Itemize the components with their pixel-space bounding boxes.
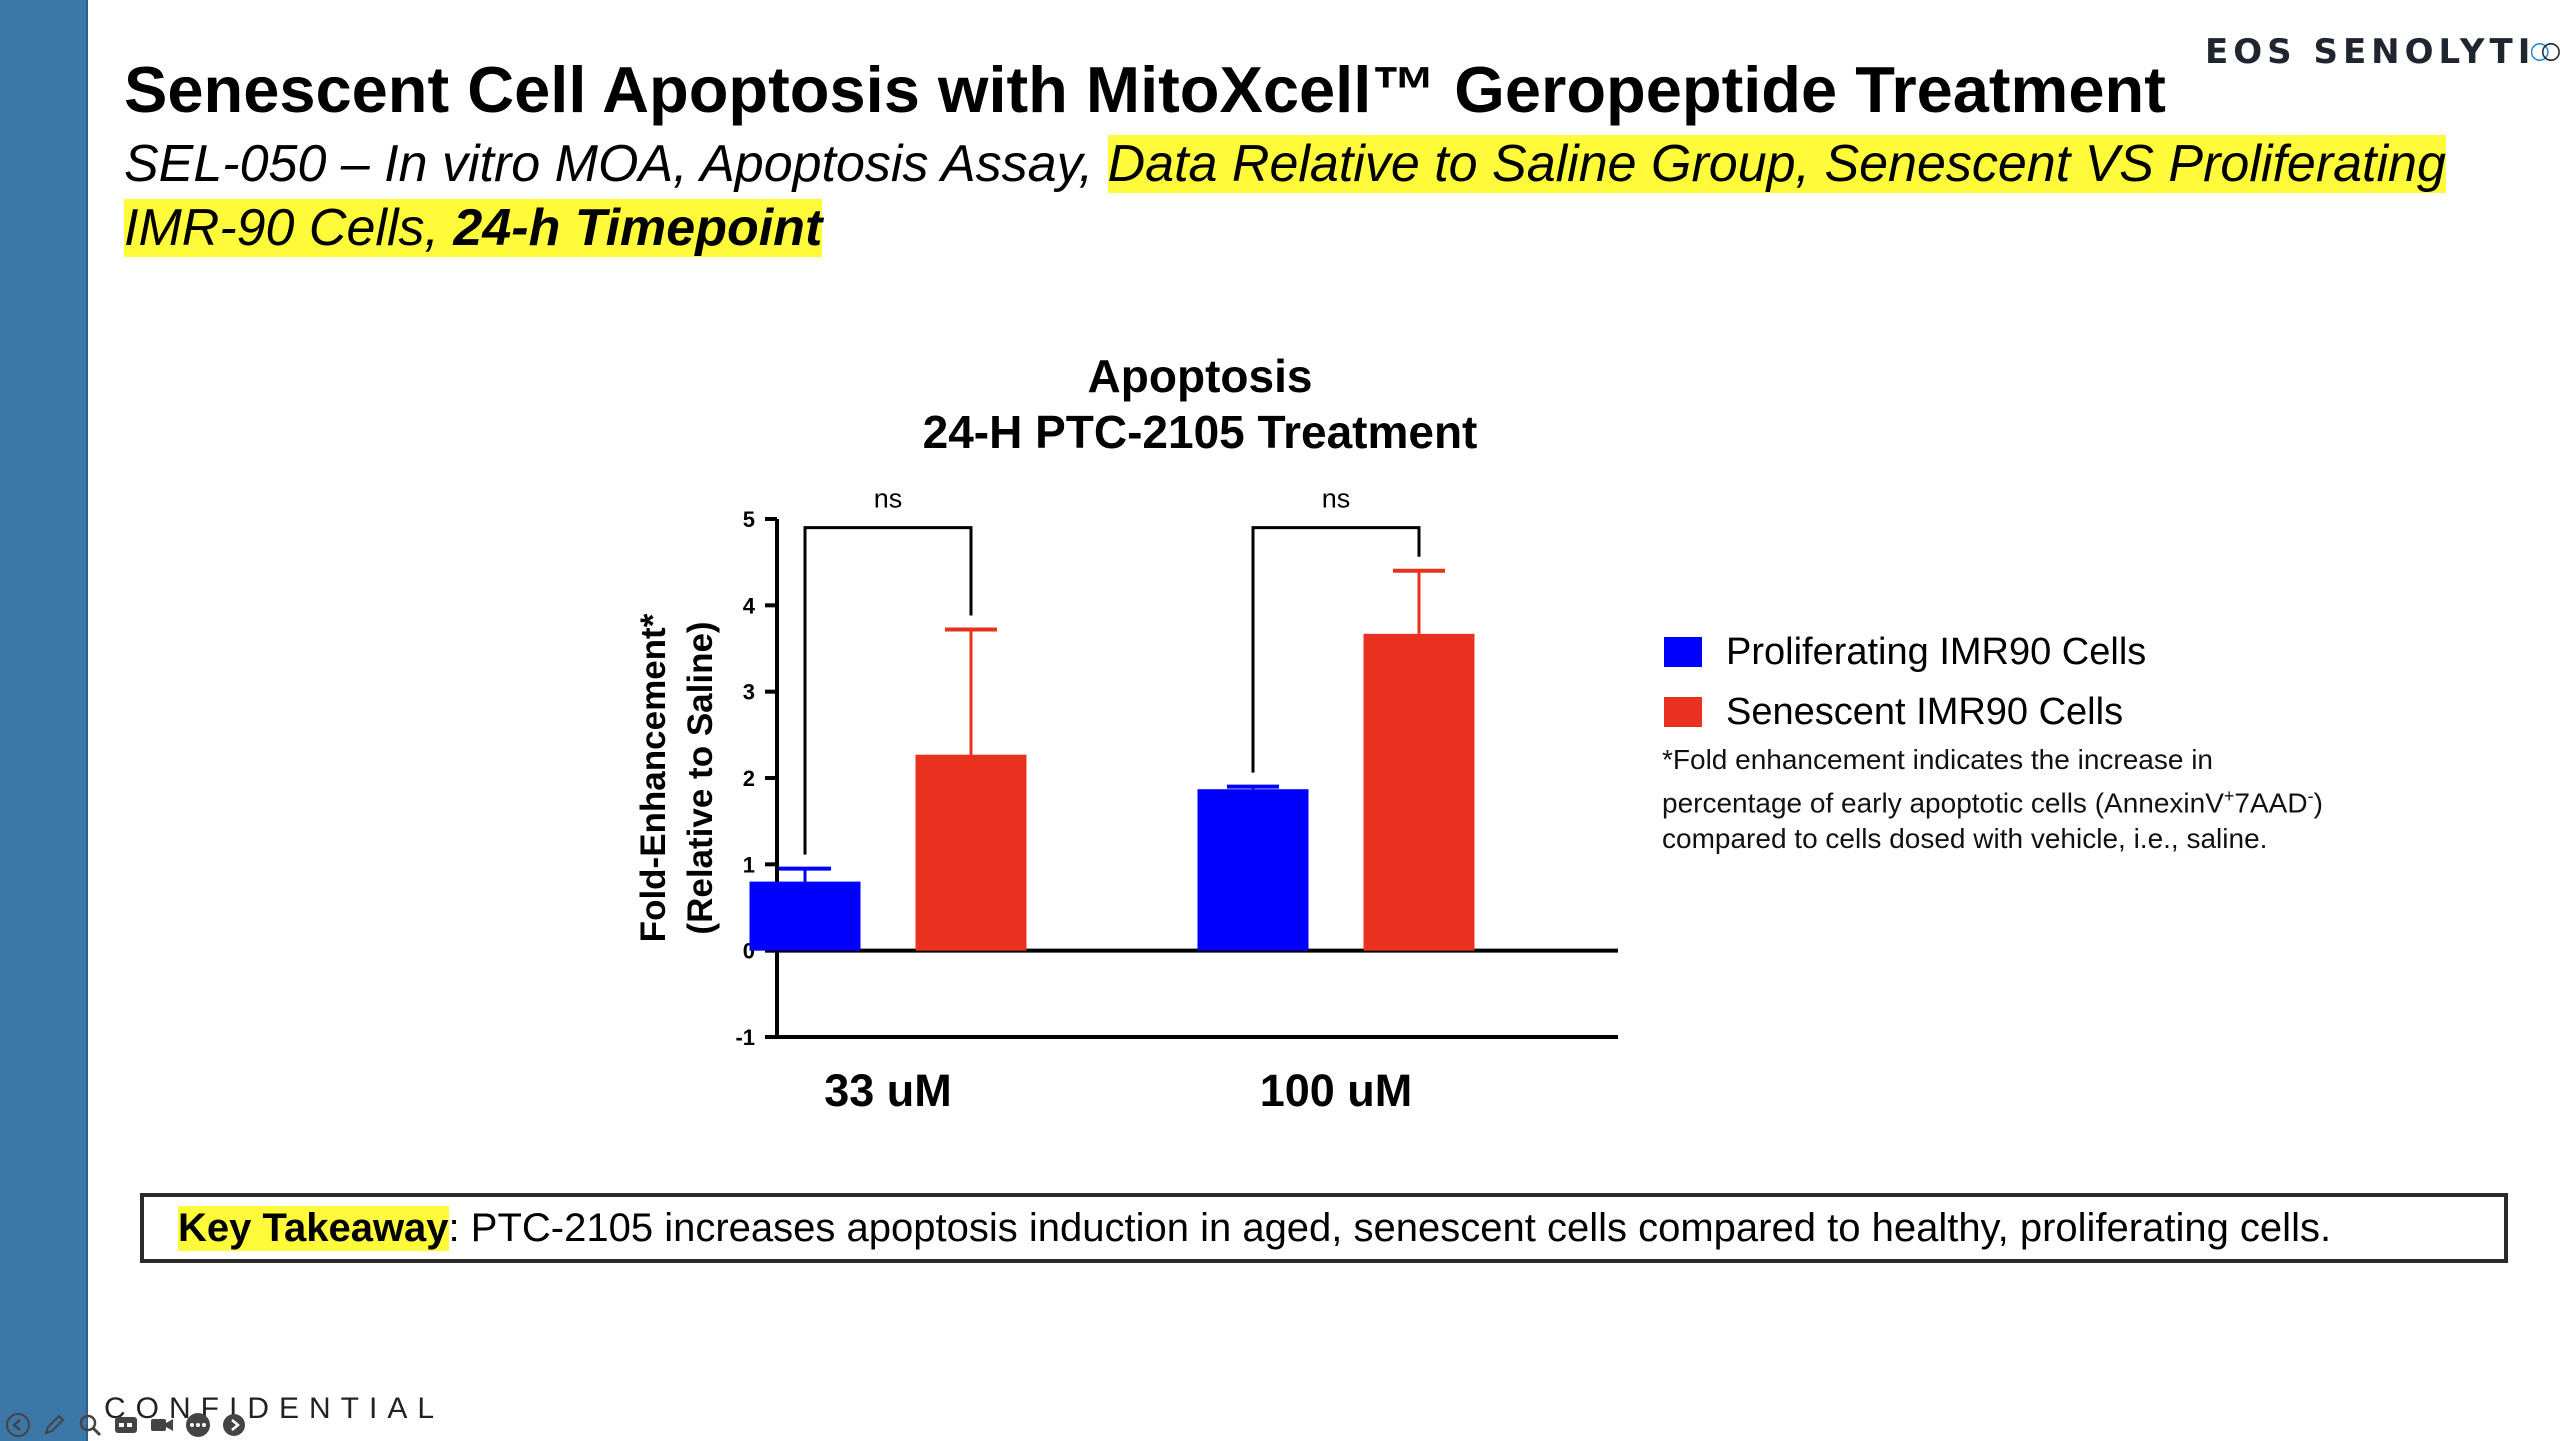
subtitle-timepoint: 24-h Timepoint [453,199,823,257]
footnote-line-2a: percentage of early apoptotic cells (Ann… [1662,787,2224,819]
y-tick-label: 3 [743,680,755,705]
footnote-line-3: compared to cells dosed with vehicle, i.… [1662,823,2268,855]
legend-swatch-senescent [1664,697,1702,727]
footnote-line-2b: 7AAD [2234,787,2308,819]
chart-title-line-1: Apoptosis [1087,350,1313,402]
key-takeaway-box: Key Takeaway: PTC-2105 increases apoptos… [140,1193,2508,1263]
more-icon[interactable] [184,1411,212,1439]
previous-icon[interactable] [4,1411,32,1439]
y-tick-label: 2 [743,766,755,791]
subtitle-plain: SEL-050 – In vitro MOA, Apoptosis Assay, [124,135,1108,193]
chart-title: Apoptosis 24-H PTC-2105 Treatment [760,348,1640,460]
significance-bracket [803,526,973,855]
footnote-line-2: percentage of early apoptotic cells (Ann… [1662,778,2482,821]
company-logo: EOS SENOLYTI [2205,22,2560,82]
pen-icon[interactable] [40,1411,68,1439]
legend-item-proliferating: Proliferating IMR90 Cells [1664,622,2146,682]
chart-title-line-2: 24-H PTC-2105 Treatment [922,406,1478,458]
y-axis-label-line-1: Fold-Enhancement* [634,613,673,942]
significance-label: ns [874,484,903,514]
y-tick-label: 4 [743,593,756,618]
footnote-sup-minus: - [2307,786,2314,806]
legend-label-proliferating: Proliferating IMR90 Cells [1726,630,2147,673]
bar-proliferating [749,881,861,951]
slide-subtitle: SEL-050 – In vitro MOA, Apoptosis Assay,… [124,132,2534,260]
left-rail [0,0,88,1441]
y-tick-label: 5 [743,507,755,532]
y-tick-label: 1 [743,852,755,877]
significance-bracket [1251,526,1421,773]
next-icon[interactable] [220,1411,248,1439]
chart-legend: Proliferating IMR90 Cells Senescent IMR9… [1664,622,2146,742]
footnote-line-2c: ) [2313,787,2323,819]
x-category-label: 33 uM [824,1065,952,1116]
x-mark-icon [2531,43,2560,61]
legend-label-senescent: Senescent IMR90 Cells [1726,690,2124,733]
legend-item-senescent: Senescent IMR90 Cells [1664,682,2146,742]
slideshow-controls [0,1410,248,1440]
zoom-icon[interactable] [76,1411,104,1439]
camera-icon[interactable] [148,1411,176,1439]
key-takeaway-label: Key Takeaway [178,1205,449,1251]
footnote-sup-plus: + [2223,786,2235,806]
y-axis-label-line-2: (Relative to Saline) [681,621,720,934]
slide-title: Senescent Cell Apoptosis with MitoXcell™… [124,53,2166,126]
bar-senescent [915,754,1027,951]
bar-proliferating [1197,789,1309,951]
logo-text: EOS SENOLYTI [2205,32,2536,72]
legend-swatch-proliferating [1664,637,1702,667]
significance-label: ns [1322,484,1351,514]
y-tick-label: -1 [735,1025,755,1050]
key-takeaway-text: : PTC-2105 increases apoptosis induction… [448,1205,2332,1250]
captions-icon[interactable] [112,1411,140,1439]
footnote-line-1: *Fold enhancement indicates the increase… [1662,744,2214,775]
bar-senescent [1363,633,1475,951]
x-category-label: 100 uM [1260,1065,1413,1116]
chart-footnote: *Fold enhancement indicates the increase… [1662,742,2482,857]
